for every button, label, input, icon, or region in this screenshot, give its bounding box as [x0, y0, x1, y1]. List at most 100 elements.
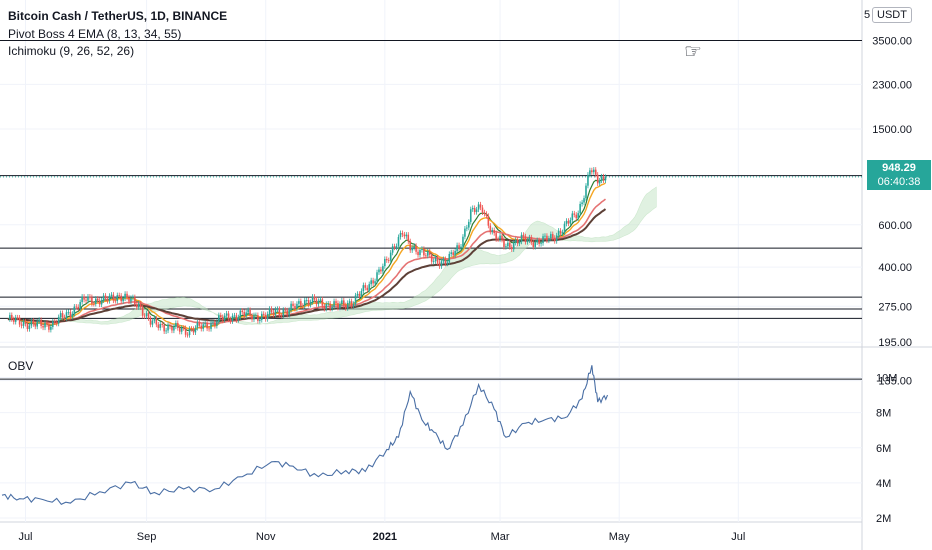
candle-body [247, 309, 249, 313]
candle-body [497, 239, 499, 241]
candle-body [55, 322, 58, 324]
candle-body [319, 299, 322, 302]
ichimoku-cloud [58, 186, 657, 325]
obv-legend[interactable]: OBV [8, 359, 34, 373]
candle-body [526, 240, 529, 243]
candle-body [259, 319, 261, 321]
candle-body [327, 303, 329, 305]
candle-body [331, 307, 333, 309]
candle-body [366, 287, 369, 291]
candle-body [413, 245, 415, 248]
candle-body [67, 311, 70, 313]
candle-body [376, 272, 378, 282]
candle-body [352, 304, 355, 306]
candle-body [577, 213, 579, 219]
price-tick-label: 600.00 [878, 220, 912, 232]
candle-body [503, 239, 505, 247]
candle-body [419, 249, 421, 256]
candle-body [389, 252, 392, 261]
candle-body [344, 305, 347, 309]
candle-body [499, 235, 501, 240]
candle-body [241, 310, 244, 313]
candle-body [229, 319, 232, 322]
candle-body [298, 301, 300, 304]
candle-body [505, 246, 507, 247]
ema-legend[interactable]: Pivot Boss 4 EMA (8, 13, 34, 55) [8, 27, 182, 41]
candle-body [516, 239, 519, 244]
candle-body [329, 303, 331, 309]
candle-body [71, 313, 74, 317]
candle-body [292, 303, 294, 307]
candle-body [38, 319, 40, 322]
currency-button[interactable]: USDT [872, 7, 912, 23]
candle-body [288, 309, 290, 315]
time-axis: Jul Sep Nov 2021 Mar May Jul [18, 531, 745, 543]
candle-body [274, 309, 277, 315]
candle-body [569, 220, 572, 224]
candle-body [303, 300, 306, 306]
candle-body [311, 296, 314, 303]
candle-body [219, 315, 222, 318]
price-tick-label: 400.00 [878, 262, 912, 274]
candle-body [102, 295, 105, 301]
candle-body [317, 301, 320, 305]
candle-body [546, 235, 548, 241]
horizontal-levels [0, 39, 862, 380]
candle-body [214, 322, 216, 326]
price-tick-label: 2300.00 [872, 79, 912, 91]
candle-body [538, 240, 540, 245]
candle-body [104, 295, 107, 299]
candle-body [28, 325, 31, 330]
candle-body [432, 261, 435, 262]
candle-body [22, 321, 25, 326]
candle-body [520, 234, 523, 242]
candle-body [126, 293, 128, 298]
candle-body [468, 221, 470, 228]
candle-body [446, 262, 449, 264]
candle-body [548, 238, 550, 241]
candle-body [198, 322, 201, 326]
candle-body [268, 308, 271, 315]
candle-body [354, 295, 357, 305]
candle-body [65, 312, 68, 319]
ichimoku-legend[interactable]: Ichimoku (9, 26, 52, 26) [8, 44, 135, 58]
candle-body [52, 321, 54, 327]
candle-body [139, 303, 142, 308]
candle-body [544, 235, 546, 237]
candle-body [128, 297, 130, 302]
candle-body [593, 169, 595, 173]
candle-body [477, 204, 480, 210]
candle-body [46, 322, 48, 325]
candle-body [18, 317, 21, 325]
candle-body [233, 315, 236, 317]
candle-body [401, 233, 404, 235]
candle-body [262, 313, 265, 315]
candle-body [591, 170, 593, 173]
candle-body [341, 300, 343, 304]
candle-body [464, 228, 466, 237]
candle-body [141, 307, 144, 316]
candle-body [382, 266, 384, 272]
candle-body [575, 214, 578, 219]
candle-body [536, 240, 538, 243]
candle-body [487, 215, 490, 226]
candle-body [9, 315, 11, 320]
candle-body [370, 280, 372, 285]
candle-body [251, 315, 253, 320]
candle-body [302, 305, 304, 307]
candle-body [272, 312, 275, 315]
candle-body [145, 313, 148, 317]
candle-body [165, 330, 167, 332]
candle-body [442, 259, 445, 262]
candle-body [14, 317, 17, 322]
last-price-value: 948.29 [882, 162, 916, 174]
bar-countdown: 06:40:38 [877, 176, 921, 188]
candle-body [282, 309, 285, 316]
candle-body [364, 285, 367, 288]
candle-body [391, 246, 394, 253]
price-axis: 3500.00 2300.00 1500.00 600.00 400.00 275.00 1… [872, 35, 912, 387]
candle-body [270, 308, 273, 313]
candle-body [415, 245, 417, 252]
